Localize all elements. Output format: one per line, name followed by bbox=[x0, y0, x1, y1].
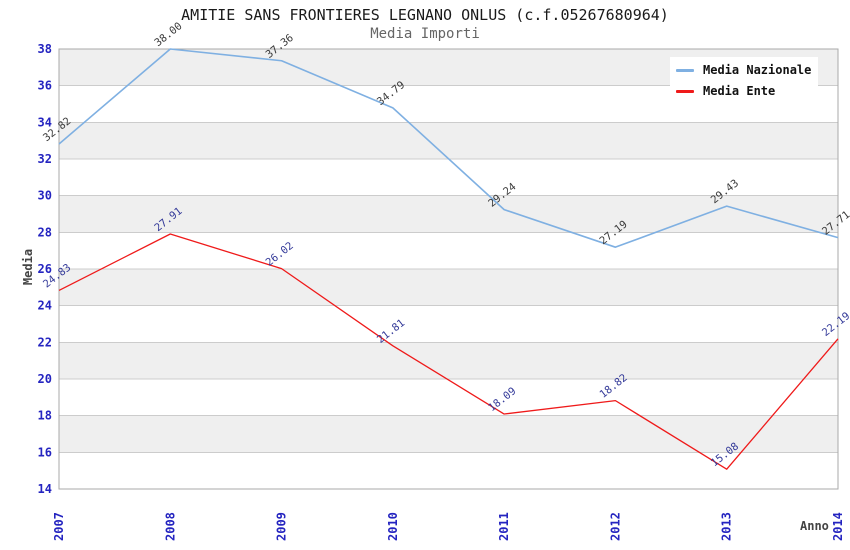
x-tick-label: 2009 bbox=[275, 512, 289, 541]
y-tick-label: 24 bbox=[38, 299, 52, 313]
grid-band bbox=[59, 342, 838, 379]
media-ente-line-swatch-icon bbox=[676, 89, 694, 93]
y-axis-title: Media bbox=[21, 248, 35, 286]
y-tick-label: 28 bbox=[38, 225, 52, 239]
grid-band bbox=[59, 195, 838, 233]
data-label: 22.19 bbox=[820, 310, 850, 339]
series-line-1 bbox=[58, 233, 839, 470]
media-nazionale-line-swatch-icon bbox=[676, 68, 694, 72]
grid-band bbox=[59, 415, 838, 453]
x-axis-title: Anno bbox=[800, 519, 829, 533]
chart-subtitle: Media Importi bbox=[370, 26, 480, 42]
y-tick-label: 16 bbox=[38, 445, 52, 459]
chart-title: AMITIE SANS FRONTIERES LEGNANO ONLUS (c.… bbox=[181, 6, 669, 24]
y-tick-label: 30 bbox=[38, 189, 52, 203]
data-label: 18.09 bbox=[486, 385, 518, 414]
legend-label: Media Ente bbox=[703, 84, 776, 98]
x-tick-label: 2010 bbox=[386, 512, 400, 541]
x-tick-label: 2008 bbox=[163, 512, 177, 541]
legend: Media Nazionale Media Ente bbox=[670, 57, 818, 104]
y-tick-label: 20 bbox=[38, 372, 52, 386]
x-tick-label: 2011 bbox=[497, 512, 511, 541]
y-tick-label: 14 bbox=[38, 482, 52, 496]
y-tick-label: 18 bbox=[38, 409, 52, 423]
data-label: 21.81 bbox=[375, 317, 407, 346]
legend-label: Media Nazionale bbox=[703, 63, 812, 77]
y-tick-label: 38 bbox=[38, 42, 52, 56]
grid-band bbox=[59, 269, 838, 306]
y-tick-label: 36 bbox=[38, 79, 52, 93]
x-tick-label: 2013 bbox=[720, 512, 734, 541]
plot-border bbox=[58, 48, 839, 490]
y-tick-label: 34 bbox=[38, 115, 52, 129]
x-tick-label: 2012 bbox=[608, 512, 622, 541]
x-tick-label: 2007 bbox=[52, 512, 66, 541]
legend-item-media-nazionale: Media Nazionale bbox=[676, 63, 818, 77]
legend-item-media-ente: Media Ente bbox=[676, 84, 818, 98]
x-tick-label: 2014 bbox=[831, 512, 845, 541]
data-label: 26.02 bbox=[264, 240, 296, 269]
grid-band bbox=[59, 122, 838, 159]
y-tick-label: 26 bbox=[38, 262, 52, 276]
y-tick-label: 32 bbox=[38, 152, 52, 166]
y-tick-label: 22 bbox=[38, 335, 52, 349]
series-line-0 bbox=[58, 48, 839, 248]
